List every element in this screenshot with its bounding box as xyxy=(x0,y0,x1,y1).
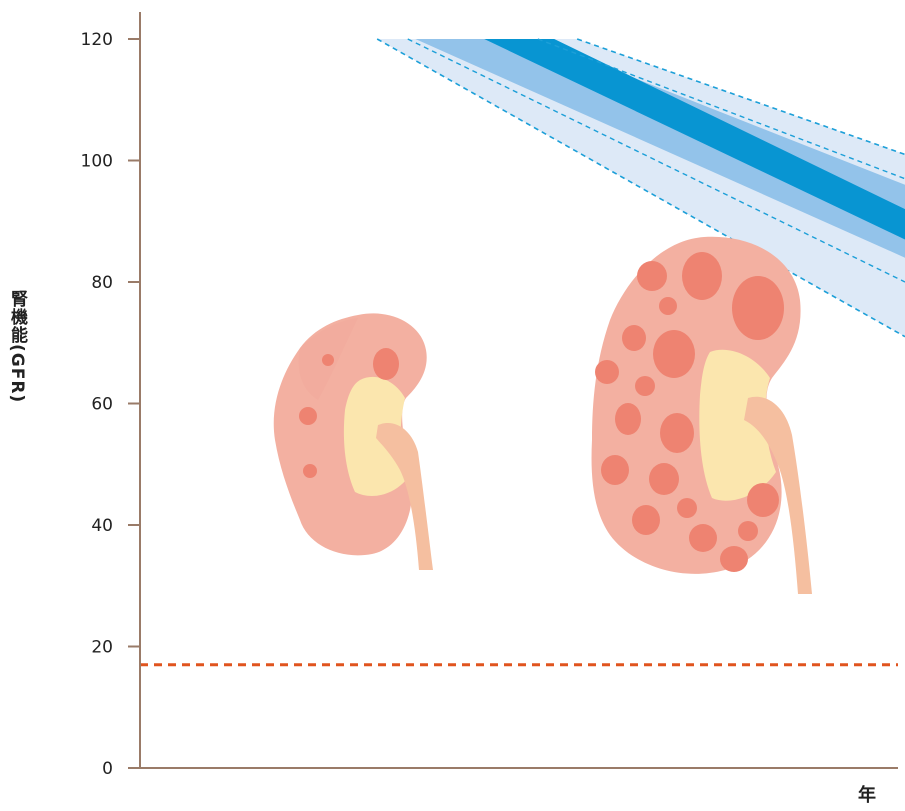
y-ticks: 0 20 40 60 80 100 120 xyxy=(81,30,140,779)
y-tick-label: 0 xyxy=(102,759,113,779)
band-outer-edge xyxy=(576,38,905,156)
y-axis-label: 腎機能(GFR) xyxy=(7,290,27,404)
band-guide-line xyxy=(537,38,905,180)
x-axis-label: 年 xyxy=(858,785,876,806)
y-tick-label: 20 xyxy=(91,638,113,658)
band-guide-line xyxy=(407,38,905,283)
y-tick-label: 80 xyxy=(91,273,113,293)
y-tick-label: 40 xyxy=(91,516,113,536)
band-outer-edge xyxy=(376,38,905,338)
y-tick-label: 100 xyxy=(81,152,113,172)
y-tick-label: 120 xyxy=(81,30,113,50)
band-core xyxy=(484,39,905,240)
normal-kidney-illustration xyxy=(273,313,433,570)
polycystic-kidney-illustration xyxy=(591,236,812,594)
y-tick-label: 60 xyxy=(91,395,113,415)
band-middle xyxy=(415,39,905,258)
